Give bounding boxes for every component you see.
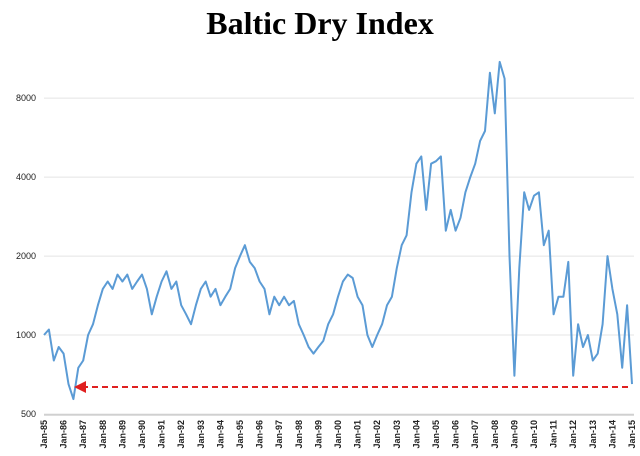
x-tick-label: Jan-08	[490, 420, 500, 449]
x-tick-label: Jan-97	[274, 420, 284, 449]
x-tick-label: Jan-09	[509, 420, 519, 449]
x-tick-label: Jan-91	[157, 420, 167, 449]
y-tick-label: 1000	[16, 330, 36, 340]
grid	[44, 97, 634, 415]
x-tick-label: Jan-94	[215, 420, 225, 449]
x-tick-label: Jan-02	[372, 420, 382, 449]
x-tick-label: Jan-89	[117, 420, 127, 449]
x-tick-label: Jan-93	[196, 420, 206, 449]
x-tick-label: Jan-04	[411, 420, 421, 449]
x-tick-label: Jan-86	[59, 420, 69, 449]
y-tick-label: 500	[21, 409, 36, 419]
y-tick-label: 2000	[16, 251, 36, 261]
y-tick-label: 8000	[16, 93, 36, 103]
arrow-head	[74, 381, 86, 393]
x-tick-label: Jan-06	[451, 420, 461, 449]
x-tick-label: Jan-99	[313, 420, 323, 449]
x-tick-label: Jan-01	[353, 420, 363, 449]
chart-title: Baltic Dry Index	[206, 5, 434, 41]
x-tick-label: Jan-05	[431, 420, 441, 449]
x-tick-label: Jan-85	[39, 420, 49, 449]
x-tick-label: Jan-95	[235, 420, 245, 449]
x-tick-label: Jan-98	[294, 420, 304, 449]
x-tick-label: Jan-15	[627, 420, 637, 449]
line	[43, 60, 633, 401]
x-tick-label: Jan-96	[255, 420, 265, 449]
x-tick-label: Jan-88	[98, 420, 108, 449]
x-tick-label: Jan-07	[470, 420, 480, 449]
x-tick-label: Jan-87	[78, 420, 88, 449]
plot	[43, 60, 633, 401]
x-tick-label: Jan-92	[176, 420, 186, 449]
x-tick-label: Jan-90	[137, 420, 147, 449]
x-tick-label: Jan-12	[568, 420, 578, 449]
y-tick-label: 4000	[16, 172, 36, 182]
x-tick-label: Jan-03	[392, 420, 402, 449]
x-tick-label: Jan-11	[549, 420, 559, 448]
x-tick-label: Jan-14	[607, 420, 617, 449]
x-tick-label: Jan-10	[529, 420, 539, 449]
x-tick-label: Jan-13	[588, 420, 598, 449]
x-tick-label: Jan-00	[333, 420, 343, 449]
